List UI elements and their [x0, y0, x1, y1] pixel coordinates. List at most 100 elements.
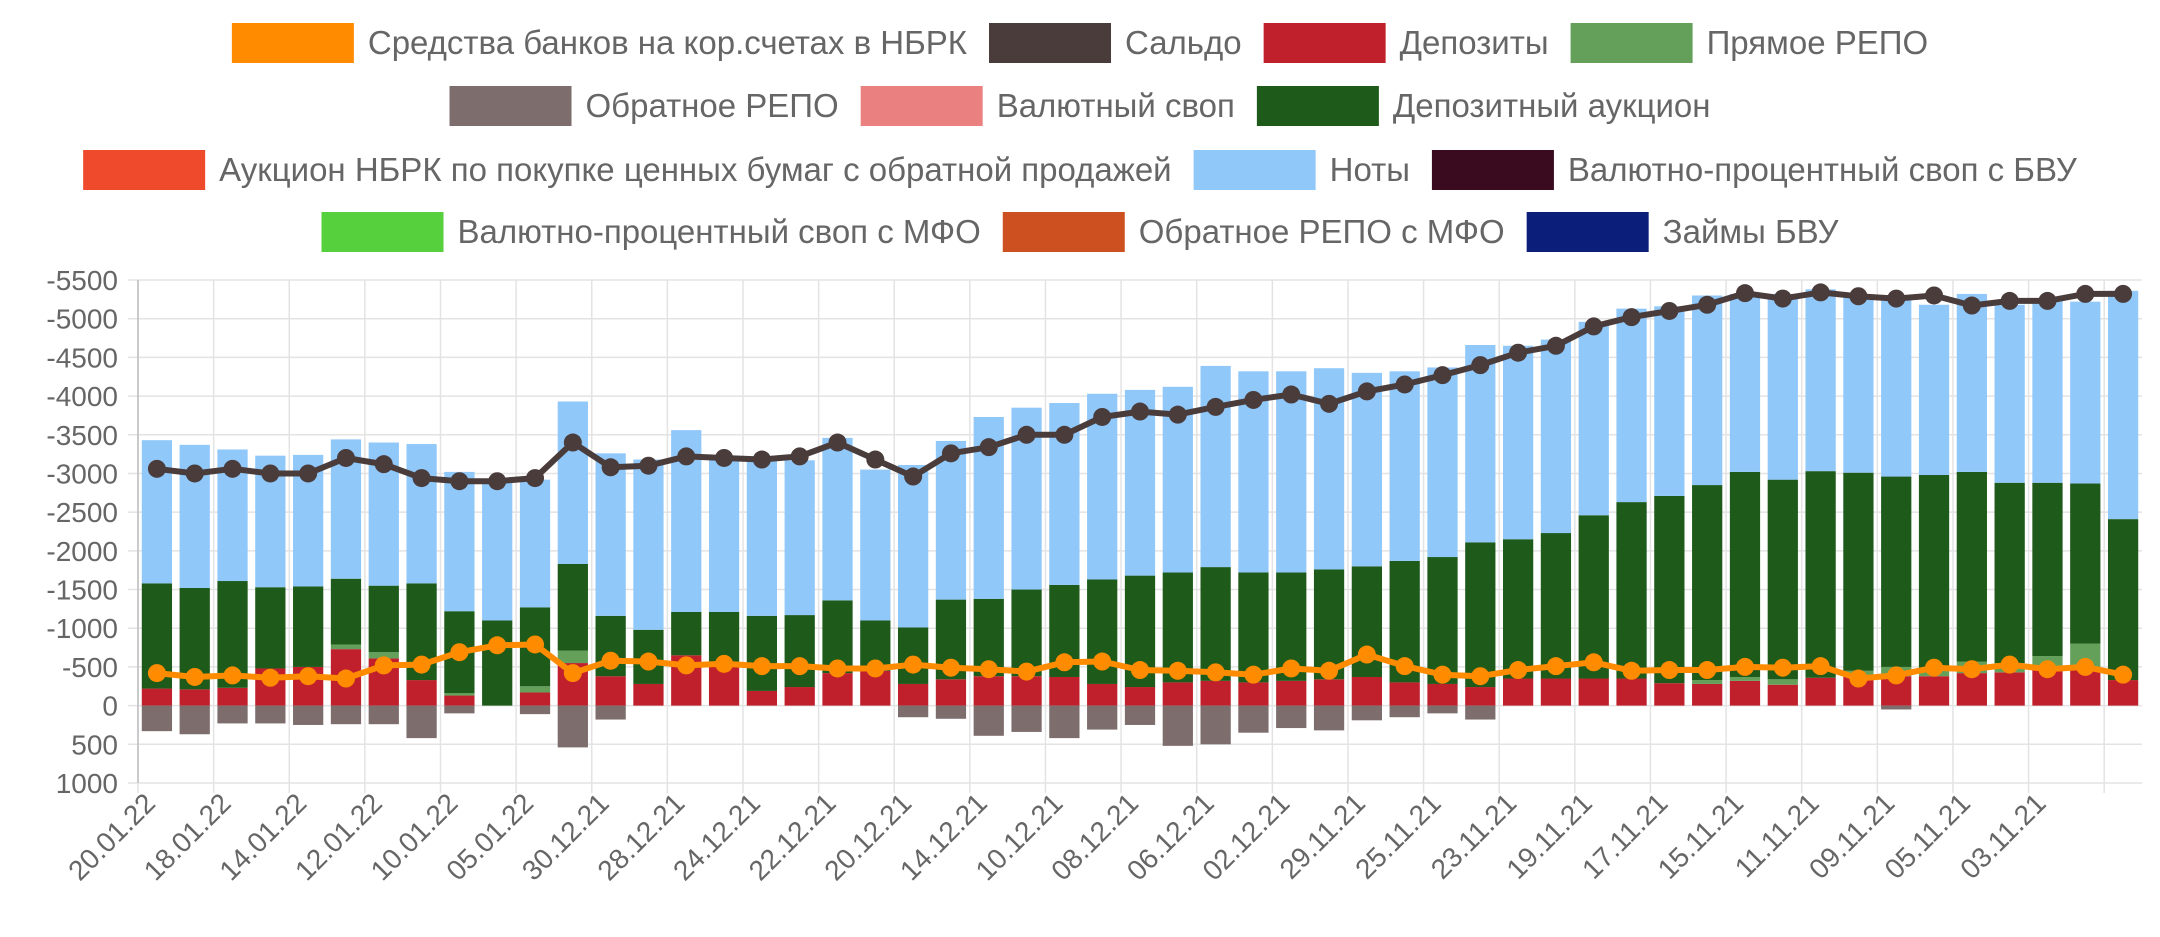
line-point[interactable]	[261, 464, 280, 483]
line-point[interactable]	[1093, 652, 1112, 671]
line-point[interactable]	[790, 657, 809, 676]
line-point[interactable]	[374, 656, 393, 675]
line-point[interactable]	[1584, 317, 1603, 336]
line-point[interactable]	[1093, 407, 1112, 426]
line-point[interactable]	[677, 447, 696, 466]
line-point[interactable]	[1660, 301, 1679, 320]
line-point[interactable]	[1660, 661, 1679, 680]
legend-item[interactable]: Сальдо	[989, 23, 1242, 63]
line-point[interactable]	[147, 459, 166, 478]
line-point[interactable]	[1282, 385, 1301, 404]
line-point[interactable]	[1282, 659, 1301, 678]
line-point[interactable]	[1509, 343, 1528, 362]
line-point[interactable]	[2076, 284, 2095, 303]
line-point[interactable]	[1849, 669, 1868, 688]
line-point[interactable]	[677, 656, 696, 675]
legend-item[interactable]: Валютно-процентный своп с МФО	[321, 212, 981, 252]
line-point[interactable]	[1244, 390, 1263, 409]
line-point[interactable]	[941, 444, 960, 463]
line-point[interactable]	[563, 433, 582, 452]
line-point[interactable]	[639, 456, 658, 475]
legend-item[interactable]: Прямое РЕПО	[1570, 23, 1929, 63]
line-point[interactable]	[1773, 658, 1792, 677]
legend-item[interactable]: Обратное РЕПО	[449, 86, 839, 126]
line-point[interactable]	[1055, 425, 1074, 444]
line-point[interactable]	[1735, 284, 1754, 303]
line-point[interactable]	[1320, 394, 1339, 413]
line-point[interactable]	[223, 666, 242, 685]
line-point[interactable]	[223, 459, 242, 478]
line-point[interactable]	[1887, 289, 1906, 308]
line-point[interactable]	[1433, 366, 1452, 385]
line-point[interactable]	[601, 458, 620, 477]
line-point[interactable]	[2000, 655, 2019, 674]
line-point[interactable]	[2076, 657, 2095, 676]
line-point[interactable]	[2038, 291, 2057, 310]
line-point[interactable]	[2038, 660, 2057, 679]
line-point[interactable]	[1395, 375, 1414, 394]
line-point[interactable]	[1168, 405, 1187, 424]
line-point[interactable]	[1546, 336, 1565, 355]
line-point[interactable]	[185, 667, 204, 686]
legend-item[interactable]: Ноты	[1193, 150, 1410, 190]
line-point[interactable]	[979, 438, 998, 457]
line-point[interactable]	[1509, 661, 1528, 680]
line-point[interactable]	[1773, 289, 1792, 308]
line-point[interactable]	[790, 447, 809, 466]
line-point[interactable]	[1131, 661, 1149, 680]
line-point[interactable]	[412, 469, 431, 488]
line-point[interactable]	[450, 472, 469, 491]
line-point[interactable]	[488, 472, 507, 491]
line-point[interactable]	[526, 635, 545, 654]
line-point[interactable]	[904, 655, 923, 674]
line-point[interactable]	[1622, 308, 1641, 327]
line-point[interactable]	[715, 654, 734, 673]
legend-item[interactable]: Депозитный аукцион	[1256, 86, 1711, 126]
line-point[interactable]	[1471, 356, 1490, 375]
line-point[interactable]	[2114, 665, 2133, 684]
line-point[interactable]	[299, 464, 318, 483]
line-point[interactable]	[526, 469, 545, 488]
line-point[interactable]	[1584, 653, 1603, 672]
line-point[interactable]	[1698, 295, 1717, 314]
line-point[interactable]	[828, 659, 847, 678]
line-point[interactable]	[261, 668, 280, 687]
line-point[interactable]	[1925, 658, 1944, 677]
line-point[interactable]	[1811, 283, 1830, 302]
legend-item[interactable]: Валютно-процентный своп с БВУ	[1431, 150, 2078, 190]
line-point[interactable]	[1357, 382, 1376, 401]
line-point[interactable]	[185, 464, 204, 483]
line-point[interactable]	[828, 433, 847, 452]
line-point[interactable]	[1622, 661, 1641, 680]
line-point[interactable]	[1017, 662, 1036, 681]
line-point[interactable]	[1735, 657, 1754, 676]
legend-item[interactable]: Валютный своп	[860, 86, 1235, 126]
line-point[interactable]	[374, 455, 393, 474]
legend-item[interactable]: Обратное РЕПО с МФО	[1002, 212, 1505, 252]
line-point[interactable]	[904, 467, 923, 486]
line-point[interactable]	[2000, 291, 2019, 310]
line-point[interactable]	[450, 643, 469, 662]
line-point[interactable]	[1055, 653, 1074, 672]
legend-item[interactable]: Средства банков на кор.счетах в НБРК	[231, 23, 968, 63]
line-point[interactable]	[1357, 645, 1376, 664]
line-point[interactable]	[866, 659, 885, 678]
line-point[interactable]	[1849, 287, 1868, 306]
line-point[interactable]	[639, 652, 658, 671]
line-point[interactable]	[1546, 657, 1565, 676]
line-point[interactable]	[1887, 666, 1906, 685]
legend-item[interactable]: Депозиты	[1263, 23, 1549, 63]
line-point[interactable]	[147, 664, 166, 683]
line-point[interactable]	[412, 655, 431, 674]
line-point[interactable]	[1131, 402, 1149, 421]
line-point[interactable]	[299, 667, 318, 686]
line-point[interactable]	[1925, 286, 1944, 305]
line-point[interactable]	[1395, 657, 1414, 676]
line-point[interactable]	[1017, 425, 1036, 444]
line-point[interactable]	[1206, 397, 1225, 416]
line-point[interactable]	[979, 660, 998, 679]
line-point[interactable]	[2114, 284, 2133, 303]
line-point[interactable]	[601, 651, 620, 670]
line-point[interactable]	[1320, 661, 1339, 680]
line-point[interactable]	[1962, 296, 1981, 315]
